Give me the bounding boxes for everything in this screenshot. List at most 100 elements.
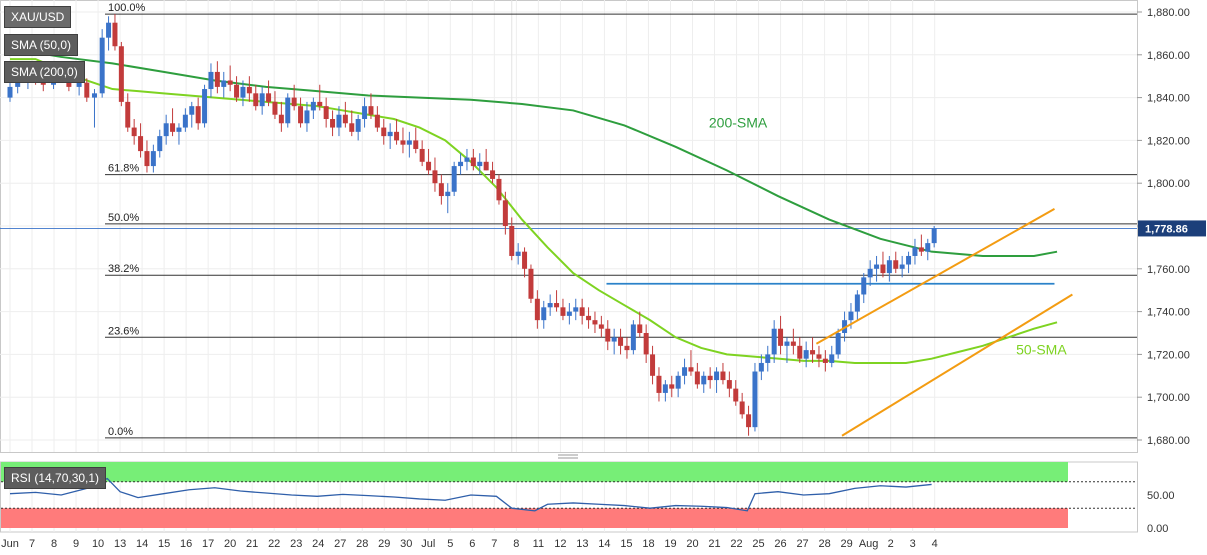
candle-body bbox=[880, 264, 886, 274]
candle-body bbox=[739, 401, 745, 415]
candle-body bbox=[246, 86, 252, 94]
candle-body bbox=[451, 166, 457, 192]
x-axis-label: 14 bbox=[598, 538, 610, 550]
fibonacci-label: 0.0% bbox=[108, 426, 133, 438]
symbol-label[interactable]: XAU/USD bbox=[4, 6, 72, 28]
candle-body bbox=[438, 183, 444, 197]
candle-body bbox=[176, 127, 182, 132]
x-axis-label: 27 bbox=[334, 538, 346, 550]
candle-body bbox=[522, 251, 528, 269]
fibonacci-label: 38.2% bbox=[108, 263, 139, 275]
x-axis-label: 9 bbox=[73, 538, 79, 550]
x-axis-label: 15 bbox=[158, 538, 170, 550]
candle-body bbox=[630, 324, 636, 351]
x-axis-label: 20 bbox=[224, 538, 236, 550]
candle-body bbox=[611, 337, 617, 342]
candle-body bbox=[714, 371, 720, 381]
x-axis-label: 11 bbox=[533, 538, 544, 550]
candle-body bbox=[502, 200, 508, 226]
candle-body bbox=[374, 114, 380, 128]
candle-body bbox=[496, 178, 502, 201]
candle-body bbox=[861, 277, 867, 295]
candle-body bbox=[592, 320, 598, 325]
x-axis-label: 8 bbox=[51, 538, 57, 550]
candle-body bbox=[202, 89, 208, 124]
candle-body bbox=[208, 71, 214, 90]
candle-body bbox=[778, 328, 784, 346]
candle-body bbox=[394, 131, 400, 141]
x-axis-label: Jul bbox=[421, 538, 435, 550]
candle-body bbox=[662, 384, 668, 393]
candle-body bbox=[330, 119, 336, 128]
candle-body bbox=[253, 93, 259, 107]
candle-body bbox=[298, 106, 304, 124]
price-axis-label: 1,740.00 bbox=[1147, 307, 1190, 319]
rsi-legend[interactable]: RSI (14,70,30,1) bbox=[4, 467, 107, 489]
candle-body bbox=[342, 114, 348, 124]
candle-body bbox=[240, 86, 246, 98]
candle-body bbox=[726, 380, 732, 389]
x-axis-label: 16 bbox=[180, 538, 192, 550]
x-axis-label: 12 bbox=[554, 538, 566, 550]
candle-body bbox=[221, 80, 227, 87]
price-axis-label: 1,820.00 bbox=[1147, 135, 1190, 147]
candle-body bbox=[272, 101, 278, 115]
x-axis-label: 13 bbox=[576, 538, 588, 550]
candle-body bbox=[579, 307, 585, 316]
candle-body bbox=[618, 337, 624, 346]
candle-body bbox=[106, 22, 112, 38]
candle-body bbox=[669, 384, 675, 389]
candle-body bbox=[66, 80, 72, 87]
x-axis-label: 15 bbox=[620, 538, 632, 550]
x-axis-label: 28 bbox=[818, 538, 830, 550]
candle-body bbox=[810, 350, 816, 355]
x-axis-label: 29 bbox=[378, 538, 390, 550]
candle-body bbox=[541, 307, 547, 321]
channel-lower-line bbox=[841, 293, 1073, 437]
price-axis-label: 1,720.00 bbox=[1147, 349, 1190, 361]
candle-body bbox=[490, 170, 496, 179]
candle-body bbox=[445, 191, 451, 197]
x-axis-label: 2 bbox=[888, 538, 894, 550]
candle-body bbox=[899, 264, 905, 269]
candle-body bbox=[605, 328, 611, 342]
candle-body bbox=[131, 127, 137, 137]
candle-body bbox=[285, 97, 291, 124]
candle-body bbox=[400, 140, 406, 145]
candle-body bbox=[650, 354, 656, 376]
x-axis-label: 23 bbox=[290, 538, 302, 550]
candle-body bbox=[91, 93, 97, 98]
candle-body bbox=[368, 106, 374, 115]
sma50-annotation: 50-SMA bbox=[1016, 341, 1067, 357]
sma200-line bbox=[9, 47, 1058, 257]
last-price-label: 1,778.86 bbox=[1145, 223, 1188, 235]
candle-body bbox=[406, 140, 412, 145]
candle-body bbox=[848, 311, 854, 321]
candle-body bbox=[189, 106, 195, 115]
candle-body bbox=[925, 243, 931, 252]
candle-body bbox=[234, 84, 240, 98]
rsi-overbought-zone bbox=[1, 462, 1068, 482]
sma50-legend[interactable]: SMA (50,0) bbox=[4, 34, 79, 56]
price-axis-label: 1,860.00 bbox=[1147, 50, 1190, 62]
candle-body bbox=[362, 106, 368, 119]
x-axis-label: 3 bbox=[910, 538, 916, 550]
candle-body bbox=[310, 101, 316, 111]
rsi-oversold-zone bbox=[1, 508, 1068, 528]
candle-body bbox=[643, 333, 649, 355]
sma200-legend[interactable]: SMA (200,0) bbox=[4, 61, 85, 83]
candle-body bbox=[387, 131, 393, 137]
candle-body bbox=[144, 151, 150, 167]
candle-body bbox=[182, 114, 188, 128]
x-axis-label: Aug bbox=[859, 538, 879, 550]
x-axis-label: 17 bbox=[202, 538, 214, 550]
candle-body bbox=[586, 315, 592, 321]
x-axis-label: 21 bbox=[246, 538, 258, 550]
candle-body bbox=[76, 82, 82, 87]
candle-body bbox=[227, 80, 233, 85]
candle-body bbox=[675, 375, 681, 389]
candle-body bbox=[688, 367, 694, 372]
x-axis-label: 27 bbox=[796, 538, 808, 550]
candle-body bbox=[278, 114, 284, 124]
